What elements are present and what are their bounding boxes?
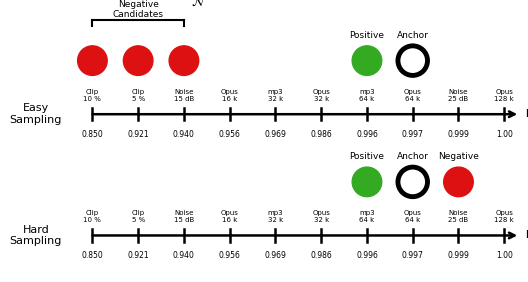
Text: Opus
64 k: Opus 64 k bbox=[404, 210, 422, 223]
Text: Noise
15 dB: Noise 15 dB bbox=[174, 89, 194, 102]
Text: Noise
25 dB: Noise 25 dB bbox=[448, 210, 468, 223]
Text: 0.999: 0.999 bbox=[448, 251, 469, 260]
Text: Negative
Candidates: Negative Candidates bbox=[112, 0, 164, 19]
Text: 0.996: 0.996 bbox=[356, 130, 378, 139]
Text: 0.850: 0.850 bbox=[81, 130, 103, 139]
Text: 0.999: 0.999 bbox=[448, 130, 469, 139]
Text: Hard
Sampling: Hard Sampling bbox=[10, 225, 62, 246]
Text: Anchor: Anchor bbox=[397, 153, 429, 162]
Text: mp3
64 k: mp3 64 k bbox=[359, 210, 375, 223]
Text: Clip
5 %: Clip 5 % bbox=[131, 210, 145, 223]
Text: 1.00: 1.00 bbox=[496, 251, 513, 260]
Text: 0.986: 0.986 bbox=[310, 130, 332, 139]
Text: 0.969: 0.969 bbox=[265, 251, 286, 260]
Text: NSIM: NSIM bbox=[525, 230, 528, 241]
Text: 0.997: 0.997 bbox=[402, 251, 423, 260]
Text: 0.956: 0.956 bbox=[219, 130, 241, 139]
Text: Clip
10 %: Clip 10 % bbox=[83, 210, 101, 223]
Text: Positive: Positive bbox=[350, 153, 384, 162]
Text: 0.921: 0.921 bbox=[127, 251, 149, 260]
Text: $\mathcal{N}$: $\mathcal{N}$ bbox=[191, 0, 208, 9]
Text: 0.940: 0.940 bbox=[173, 130, 195, 139]
Text: 0.969: 0.969 bbox=[265, 130, 286, 139]
Text: 0.956: 0.956 bbox=[219, 251, 241, 260]
Text: NSIM: NSIM bbox=[525, 109, 528, 119]
Text: 1.00: 1.00 bbox=[496, 130, 513, 139]
Ellipse shape bbox=[124, 46, 153, 75]
Text: Opus
128 k: Opus 128 k bbox=[494, 89, 514, 102]
Ellipse shape bbox=[352, 46, 382, 75]
Ellipse shape bbox=[398, 167, 428, 197]
Ellipse shape bbox=[352, 167, 382, 197]
Text: Opus
32 k: Opus 32 k bbox=[312, 89, 330, 102]
Ellipse shape bbox=[398, 46, 428, 75]
Text: mp3
32 k: mp3 32 k bbox=[268, 210, 283, 223]
Text: Clip
5 %: Clip 5 % bbox=[131, 89, 145, 102]
Ellipse shape bbox=[169, 46, 199, 75]
Ellipse shape bbox=[78, 46, 107, 75]
Text: Opus
32 k: Opus 32 k bbox=[312, 210, 330, 223]
Text: Opus
128 k: Opus 128 k bbox=[494, 210, 514, 223]
Text: mp3
32 k: mp3 32 k bbox=[268, 89, 283, 102]
Text: Easy
Sampling: Easy Sampling bbox=[10, 103, 62, 125]
Text: Anchor: Anchor bbox=[397, 31, 429, 40]
Text: 0.921: 0.921 bbox=[127, 130, 149, 139]
Text: Negative: Negative bbox=[438, 153, 479, 162]
Text: 0.940: 0.940 bbox=[173, 251, 195, 260]
Text: 0.996: 0.996 bbox=[356, 251, 378, 260]
Text: 0.997: 0.997 bbox=[402, 130, 423, 139]
Text: Opus
16 k: Opus 16 k bbox=[221, 210, 239, 223]
Text: mp3
64 k: mp3 64 k bbox=[359, 89, 375, 102]
Text: Noise
25 dB: Noise 25 dB bbox=[448, 89, 468, 102]
Ellipse shape bbox=[444, 167, 473, 197]
Text: Noise
15 dB: Noise 15 dB bbox=[174, 210, 194, 223]
Text: 0.986: 0.986 bbox=[310, 251, 332, 260]
Text: Opus
16 k: Opus 16 k bbox=[221, 89, 239, 102]
Text: 0.850: 0.850 bbox=[81, 251, 103, 260]
Text: Clip
10 %: Clip 10 % bbox=[83, 89, 101, 102]
Text: Positive: Positive bbox=[350, 31, 384, 40]
Text: Opus
64 k: Opus 64 k bbox=[404, 89, 422, 102]
